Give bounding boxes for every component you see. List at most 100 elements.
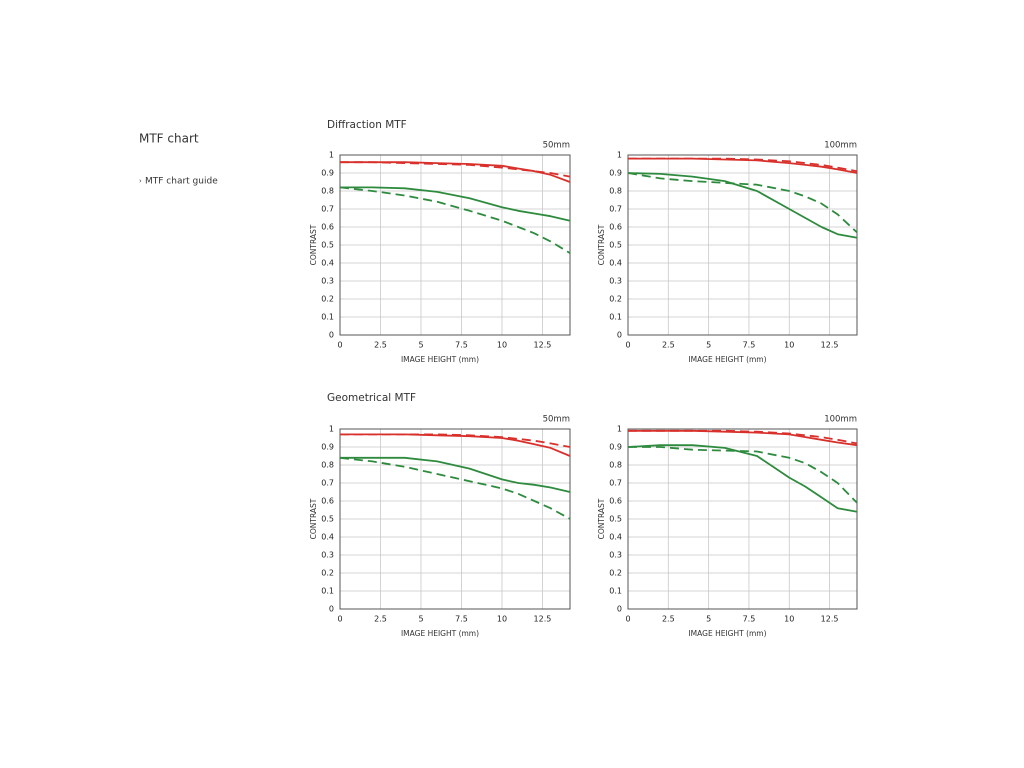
y-tick-label: 0.9 [609, 443, 622, 452]
y-tick-label: 0.8 [609, 187, 622, 196]
y-axis-label: CONTRAST [597, 224, 606, 265]
y-tick-label: 0.7 [321, 479, 334, 488]
mtf-curve [339, 186, 571, 254]
y-tick-label: 0 [617, 605, 622, 614]
y-tick-label: 0.4 [609, 533, 622, 542]
x-tick-label: 10 [784, 341, 794, 350]
mtf-curve [340, 433, 571, 448]
y-tick-label: 0.6 [321, 223, 334, 232]
x-tick-label: 0 [625, 615, 630, 624]
plot-frame [627, 154, 858, 336]
mtf-curve [627, 172, 858, 239]
guide-link[interactable]: MTF chart guide [145, 177, 218, 187]
y-tick-label: 0.4 [609, 259, 622, 268]
mtf-curve [340, 433, 571, 457]
x-tick-label: 5 [418, 341, 423, 350]
y-tick-label: 0.2 [609, 569, 622, 578]
x-tick-label: 10 [497, 615, 507, 624]
y-tick-label: 0.2 [609, 295, 622, 304]
y-tick-label: 0.5 [321, 515, 334, 524]
y-tick-label: 0.6 [609, 497, 622, 506]
x-axis-label: IMAGE HEIGHT (mm) [401, 355, 479, 364]
mtf-curve [628, 446, 858, 504]
x-tick-label: 2.5 [374, 341, 387, 350]
y-tick-label: 1 [329, 425, 334, 434]
x-tick-label: 0 [625, 341, 630, 350]
x-tick-label: 7.5 [743, 615, 756, 624]
x-axis-label: IMAGE HEIGHT (mm) [688, 355, 766, 364]
x-tick-label: 10 [784, 615, 794, 624]
y-tick-label: 0.4 [321, 533, 334, 542]
x-tick-label: 0 [337, 341, 342, 350]
y-tick-label: 0 [329, 605, 334, 614]
y-tick-label: 0.5 [321, 241, 334, 250]
chart-title: 50mm [543, 415, 570, 425]
y-tick-label: 0.5 [609, 241, 622, 250]
mtf-curve [628, 429, 858, 447]
y-tick-label: 0.3 [321, 551, 334, 560]
plot-frame [339, 154, 571, 336]
link-arrow: › [139, 177, 142, 185]
y-tick-label: 0.1 [609, 313, 622, 322]
y-tick-label: 0.8 [321, 187, 334, 196]
chart-title: 50mm [543, 141, 570, 151]
mtf-curve [628, 429, 858, 445]
y-axis-label: CONTRAST [597, 498, 606, 539]
section-title: Geometrical MTF [327, 392, 416, 404]
y-tick-label: 0.9 [321, 169, 334, 178]
y-tick-label: 0 [329, 331, 334, 340]
mtf-curve [339, 456, 571, 520]
y-tick-label: 0.7 [321, 205, 334, 214]
page-title: MTF chart [139, 132, 199, 146]
x-tick-label: 7.5 [743, 341, 756, 350]
x-tick-label: 12.5 [534, 615, 552, 624]
y-tick-label: 0.7 [609, 479, 622, 488]
mtf-curve [627, 444, 858, 513]
x-tick-label: 12.5 [821, 615, 839, 624]
x-tick-label: 12.5 [821, 341, 839, 350]
y-tick-label: 0.6 [321, 497, 334, 506]
section-title: Diffraction MTF [327, 119, 407, 131]
y-tick-label: 0.9 [609, 169, 622, 178]
x-tick-label: 5 [706, 615, 711, 624]
x-tick-label: 2.5 [662, 615, 675, 624]
y-tick-label: 0.4 [321, 259, 334, 268]
y-tick-label: 0.3 [321, 277, 334, 286]
x-axis-label: IMAGE HEIGHT (mm) [688, 629, 766, 638]
x-tick-label: 2.5 [374, 615, 387, 624]
y-tick-label: 0.8 [609, 461, 622, 470]
x-tick-label: 10 [497, 341, 507, 350]
y-tick-label: 0.2 [321, 295, 334, 304]
y-axis-label: CONTRAST [309, 224, 318, 265]
mtf-curve [340, 186, 571, 222]
mtf-curve [628, 157, 858, 174]
chart-title: 100mm [824, 141, 857, 151]
mtf-curve [628, 157, 858, 173]
mtf-curve [340, 161, 571, 178]
y-tick-label: 1 [617, 151, 622, 160]
y-tick-label: 0.6 [609, 223, 622, 232]
y-tick-label: 0.9 [321, 443, 334, 452]
y-tick-label: 1 [617, 425, 622, 434]
y-axis-label: CONTRAST [309, 498, 318, 539]
y-tick-label: 0.2 [321, 569, 334, 578]
mtf-curve [340, 456, 571, 493]
y-tick-label: 0.1 [321, 313, 334, 322]
y-tick-label: 0.3 [609, 277, 622, 286]
plot-frame [627, 428, 858, 610]
y-tick-label: 0.3 [609, 551, 622, 560]
x-tick-label: 5 [706, 341, 711, 350]
mtf-curve [627, 172, 858, 234]
y-tick-label: 0 [617, 331, 622, 340]
x-tick-label: 7.5 [455, 615, 468, 624]
y-tick-label: 0.1 [321, 587, 334, 596]
y-tick-label: 0.8 [321, 461, 334, 470]
y-tick-label: 0.5 [609, 515, 622, 524]
y-tick-label: 1 [329, 151, 334, 160]
y-tick-label: 0.7 [609, 205, 622, 214]
x-tick-label: 5 [418, 615, 423, 624]
x-tick-label: 0 [337, 615, 342, 624]
x-axis-label: IMAGE HEIGHT (mm) [401, 629, 479, 638]
